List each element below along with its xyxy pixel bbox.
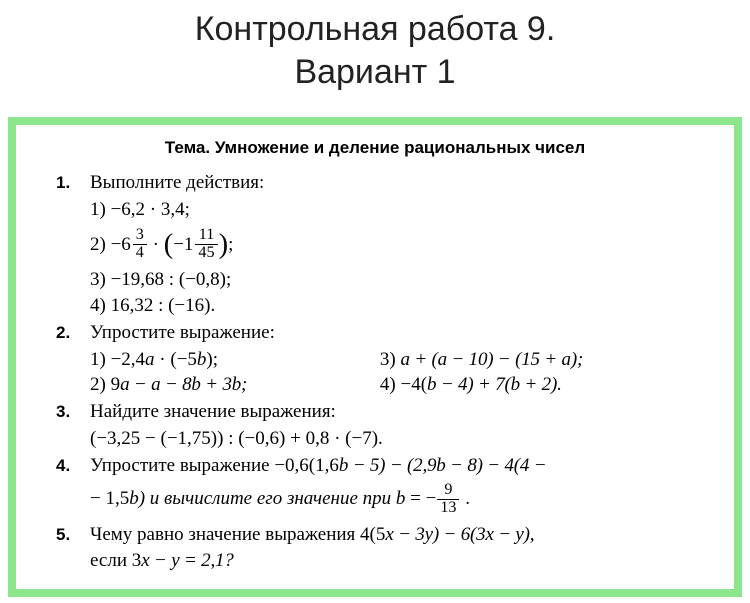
var-b: b — [396, 488, 406, 509]
sub-item: 1) −6,2 · 3,4; — [90, 197, 694, 222]
minus-sign: − — [173, 234, 184, 255]
problem-4: 4. Упростите выражение −0,6(1,6b − 5) − … — [56, 453, 694, 521]
expr-italic: x − 3y) − 6(3x − y), — [385, 524, 534, 545]
expr-part: · (−5 — [155, 349, 197, 370]
theme-row: Тема. Умножение и деление рациональных ч… — [56, 135, 694, 160]
problem-prompt: Выполните действия: — [90, 170, 694, 195]
problem-prompt: Упростите выражение: — [90, 320, 694, 345]
expr-part: ); — [206, 349, 218, 370]
title-line-2: Вариант 1 — [0, 51, 750, 94]
problem-number: 1. — [56, 170, 90, 194]
problem-body: Упростите выражение −0,6(1,6b − 5) − (2,… — [90, 453, 694, 521]
denominator: 13 — [437, 500, 459, 517]
problem-number: 2. — [56, 320, 90, 344]
expr-italic: x − y = 2,1? — [141, 550, 233, 571]
fraction: 34 — [133, 227, 147, 262]
numerator: 3 — [133, 227, 147, 245]
problem-5: 5. Чему равно значение выражения 4(5x − … — [56, 522, 694, 574]
expr-italic: b) и вычислите его значение при — [129, 488, 396, 509]
mixed-fraction: 634 — [121, 227, 148, 262]
problem-3: 3. Найдите значение выражения: (−3,25 − … — [56, 399, 694, 452]
equals-minus: = − — [405, 488, 436, 509]
expr-part: Упростите выражение −0,6(1,6 — [90, 455, 339, 476]
col-left: 1) −2,4a · (−5b); — [90, 347, 380, 372]
expr-part: − 1,5 — [90, 488, 129, 509]
expr-part: 2) − — [90, 234, 121, 255]
problem-body: Найдите значение выражения: (−3,25 − (−1… — [90, 399, 694, 452]
sub-item: 3) −19,68 : (−0,8); — [90, 267, 694, 292]
problem-number: 5. — [56, 522, 90, 546]
expr-part: 4) −4( — [380, 374, 427, 395]
var-a: a — [145, 349, 155, 370]
period: . — [460, 488, 470, 509]
two-col-row: 2) 9a − a − 8b + 3b; 4) −4(b − 4) + 7(b … — [90, 372, 694, 397]
expr-italic: b − 5) − (2,9b − 8) − 4(4 − — [339, 455, 547, 476]
problem-number: 3. — [56, 399, 90, 423]
whole-part: 6 — [121, 232, 131, 257]
expr-part: 3) — [380, 349, 401, 370]
col-right: 3) a + (a − 10) − (15 + a); — [380, 347, 583, 372]
whole-part: 1 — [184, 232, 194, 257]
denominator: 45 — [195, 245, 217, 262]
line: − 1,5b) и вычислите его значение при b =… — [90, 479, 694, 520]
line: Упростите выражение −0,6(1,6b − 5) − (2,… — [90, 453, 694, 478]
expr-italic: a + (a − 10) − (15 + a); — [400, 349, 583, 370]
problem-prompt: Найдите значение выражения: — [90, 399, 694, 424]
problem-1: 1. Выполните действия: 1) −6,2 · 3,4; 2)… — [56, 170, 694, 319]
line: если 3x − y = 2,1? — [90, 548, 694, 573]
theme-text: Умножение и деление рациональных чисел — [210, 138, 585, 157]
expr-italic: a − a − 8b + 3b; — [120, 374, 247, 395]
expr-part: Чему равно значение выражения 4(5 — [90, 524, 385, 545]
expr-part: 1) −2,4 — [90, 349, 145, 370]
page-title-block: Контрольная работа 9. Вариант 1 — [0, 0, 750, 107]
worksheet-frame: Тема. Умножение и деление рациональных ч… — [8, 117, 742, 597]
title-line-1: Контрольная работа 9. — [0, 8, 750, 51]
col-right: 4) −4(b − 4) + 7(b + 2). — [380, 372, 562, 397]
expr-line: (−3,25 − (−1,75)) : (−0,6) + 0,8 · (−7). — [90, 426, 694, 451]
problem-body: Чему равно значение выражения 4(5x − 3y)… — [90, 522, 694, 574]
expr-part: если 3 — [90, 550, 141, 571]
fraction: 913 — [437, 482, 459, 517]
semicolon: ; — [228, 234, 233, 255]
paren-open: ( — [164, 229, 174, 260]
line: Чему равно значение выражения 4(5x − 3y)… — [90, 522, 694, 547]
denominator: 4 — [133, 245, 147, 262]
sub-item: 2) −634 · (−11145); — [90, 223, 694, 266]
problem-body: Выполните действия: 1) −6,2 · 3,4; 2) −6… — [90, 170, 694, 319]
problem-2: 2. Упростите выражение: 1) −2,4a · (−5b)… — [56, 320, 694, 397]
paren-close: ) — [219, 229, 229, 260]
fraction: 1145 — [195, 227, 217, 262]
sub-item: 4) 16,32 : (−16). — [90, 293, 694, 318]
numerator: 11 — [195, 227, 217, 245]
expr-part: · — [148, 234, 164, 255]
theme-label: Тема. — [165, 138, 210, 157]
col-left: 2) 9a − a − 8b + 3b; — [90, 372, 380, 397]
mixed-fraction: 11145 — [184, 227, 219, 262]
problem-number: 4. — [56, 453, 90, 477]
problem-body: Упростите выражение: 1) −2,4a · (−5b); 3… — [90, 320, 694, 397]
two-col-row: 1) −2,4a · (−5b); 3) a + (a − 10) − (15 … — [90, 347, 694, 372]
expr-italic: b − 4) + 7(b + 2). — [427, 374, 562, 395]
numerator: 9 — [437, 482, 459, 500]
expr-part: 2) 9 — [90, 374, 120, 395]
var-b: b — [197, 349, 207, 370]
